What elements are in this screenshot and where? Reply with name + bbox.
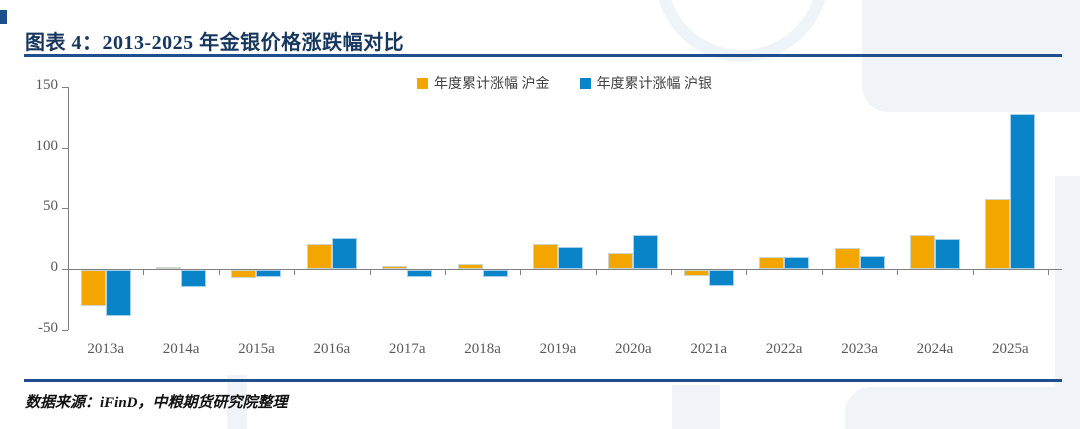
x-axis-tick (897, 269, 899, 275)
silver-bar-2025a (1010, 113, 1036, 269)
silver-bar-2017a (407, 270, 433, 278)
x-axis-tick (520, 269, 522, 275)
gold-bar-2016a (306, 243, 332, 269)
legend-item-silver: 年度累计涨幅 沪银 (579, 73, 713, 93)
x-axis-category-label: 2021a (690, 341, 728, 357)
silver-bar-2024a (934, 238, 960, 269)
title-underline (24, 54, 1062, 57)
silver-bar-2013a (105, 270, 131, 317)
silver-bar-2022a (784, 256, 810, 269)
silver-bar-2018a (482, 270, 508, 277)
chart-legend: 年度累计涨幅 沪金 年度累计涨幅 沪银 (417, 73, 712, 93)
page-edge-mark (0, 10, 7, 24)
y-axis-tick-label: -50 (38, 319, 58, 336)
gold-bar-2023a (834, 248, 860, 269)
y-axis-line (68, 87, 69, 330)
watermark-shape (672, 385, 720, 429)
footer-rule (24, 379, 1062, 382)
x-axis-tick (68, 269, 69, 275)
silver-bar-2023a (859, 255, 885, 269)
gold-bar-2015a (231, 270, 257, 279)
y-axis-tick (62, 269, 68, 270)
watermark-shape (1055, 176, 1080, 429)
data-source-note: 数据来源：iFinD，中粮期货研究院整理 (25, 395, 288, 411)
x-axis-tick (671, 269, 673, 275)
x-axis-tick (218, 269, 220, 275)
watermark-shape (227, 375, 247, 429)
x-axis-category-label: 2016a (313, 341, 351, 357)
gold-bar-2022a (759, 257, 785, 269)
x-axis-tick (294, 269, 296, 275)
x-axis-category-label: 2022a (765, 341, 803, 357)
y-axis-tick (62, 147, 68, 149)
x-axis-tick (1048, 269, 1049, 275)
gold-bar-2018a (457, 264, 483, 269)
x-axis-tick (972, 269, 974, 275)
gold-bar-2021a (683, 270, 709, 277)
x-axis-category-label: 2018a (464, 341, 501, 357)
x-axis-category-label: 2023a (841, 341, 878, 357)
silver-legend-swatch-icon (579, 77, 591, 89)
silver-bar-2016a (331, 237, 357, 269)
y-axis-tick (62, 87, 68, 89)
gold-bar-2025a (985, 198, 1011, 269)
legend-item-gold: 年度累计涨幅 沪金 (417, 73, 550, 93)
silver-bar-2019a (558, 246, 583, 269)
y-axis-tick-label: 100 (35, 137, 59, 154)
x-axis-category-label: 2024a (916, 341, 954, 357)
silver-bar-2015a (256, 270, 282, 278)
x-axis-tick (595, 269, 597, 275)
x-axis-category-label: 2019a (539, 341, 577, 357)
y-axis-tick-label: 0 (50, 259, 59, 275)
legend-label-gold: 年度累计涨幅 沪金 (434, 77, 550, 92)
watermark-shape (845, 387, 1080, 429)
silver-bar-2020a (633, 235, 659, 269)
gold-bar-2014a (156, 267, 182, 270)
x-axis-tick (821, 269, 823, 275)
gold-bar-2024a (909, 235, 935, 269)
x-axis-category-label: 2015a (238, 341, 275, 357)
legend-label-silver: 年度累计涨幅 沪银 (596, 77, 713, 92)
y-axis-tick (62, 329, 68, 331)
x-axis-category-label: 2020a (615, 341, 652, 357)
x-axis-tick (143, 269, 145, 275)
gold-bar-2013a (80, 270, 106, 307)
y-axis-tick-label: 50 (43, 198, 58, 215)
silver-bar-2014a (181, 270, 207, 287)
silver-bar-2021a (708, 270, 734, 286)
gold-bar-2019a (533, 243, 558, 269)
figure-title: 图表 4：2013-2025 年金银价格涨跌幅对比 (25, 32, 405, 54)
gold-legend-swatch-icon (417, 77, 428, 89)
x-axis-line (68, 269, 1062, 270)
gold-bar-2017a (382, 265, 408, 269)
x-axis-category-label: 2013a (87, 341, 125, 357)
x-axis-category-label: 2014a (162, 341, 200, 357)
y-axis-tick-label: 150 (35, 77, 59, 94)
x-axis-category-label: 2017a (388, 341, 426, 357)
x-axis-tick (369, 269, 371, 275)
x-axis-category-label: 2025a (991, 341, 1029, 357)
x-axis-tick (746, 269, 748, 275)
x-axis-tick (444, 269, 446, 275)
gold-bar-2020a (608, 252, 634, 269)
y-axis-tick (62, 208, 68, 210)
